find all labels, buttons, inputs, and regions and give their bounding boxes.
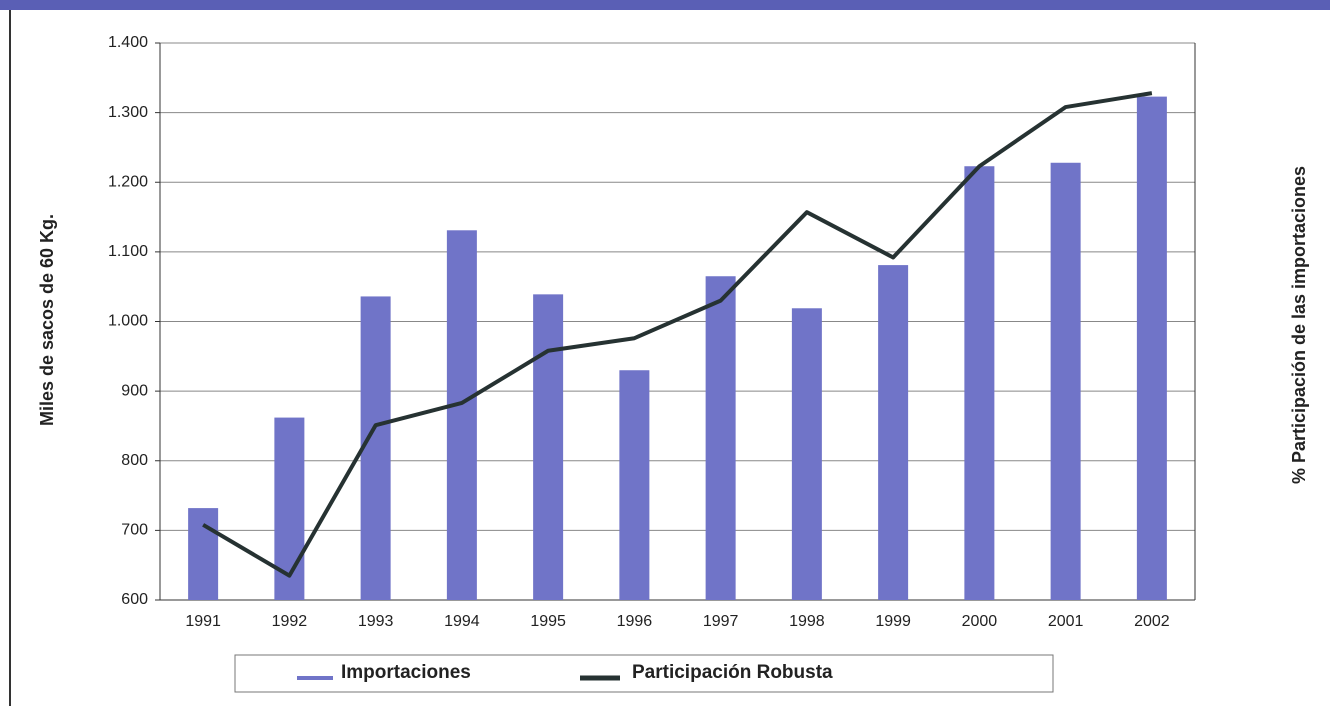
y-tick-label: 1.100 <box>108 243 148 260</box>
x-tick-label: 1995 <box>530 613 566 630</box>
bar <box>878 265 909 600</box>
x-tick-label: 1996 <box>617 613 653 630</box>
x-tick-label: 1997 <box>703 613 739 630</box>
x-tick-label: 2000 <box>962 613 998 630</box>
legend-box <box>234 654 1054 693</box>
bar <box>188 508 219 600</box>
top-band <box>0 0 1330 10</box>
line <box>202 91 1153 578</box>
y-axis-title: Miles de sacos de 60 Kg. <box>37 214 57 426</box>
bar <box>705 276 736 600</box>
bar <box>964 166 995 600</box>
y-tick-label: 800 <box>121 452 148 469</box>
y-tick-label: 1.400 <box>108 34 148 51</box>
legend-label: Importaciones <box>341 662 471 683</box>
x-tick-label: 1991 <box>185 613 221 630</box>
x-tick-label: 1993 <box>358 613 394 630</box>
y-tick-label: 1.300 <box>108 104 148 121</box>
legend-label: Participación Robusta <box>632 662 833 683</box>
x-tick-label: 2002 <box>1134 613 1170 630</box>
x-tick-label: 1998 <box>789 613 825 630</box>
y-tick-label: 700 <box>121 522 148 539</box>
bar <box>446 230 477 600</box>
y-tick-label: 600 <box>121 591 148 608</box>
y-tick-label: 900 <box>121 382 148 399</box>
bar <box>533 294 564 600</box>
bar <box>619 370 650 600</box>
x-tick-label: 1994 <box>444 613 480 630</box>
x-tick-label: 1999 <box>875 613 911 630</box>
bar <box>1136 96 1167 600</box>
bar <box>1050 162 1081 600</box>
x-tick-label: 1992 <box>272 613 308 630</box>
x-tick-label: 2001 <box>1048 613 1084 630</box>
y-tick-label: 1.200 <box>108 173 148 190</box>
y-tick-label: 1.000 <box>108 313 148 330</box>
y2-axis-title: % Participación de las importaciones <box>1289 166 1309 484</box>
bar <box>791 308 822 600</box>
bar <box>360 296 391 600</box>
